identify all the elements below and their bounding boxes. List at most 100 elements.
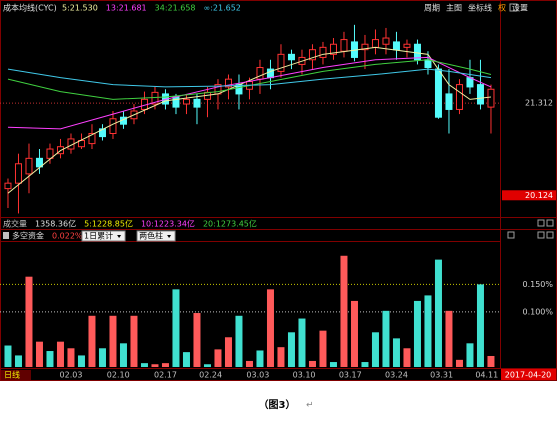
x-tick-label: 02.03 bbox=[60, 371, 83, 380]
candle-body bbox=[151, 91, 159, 105]
candle-body bbox=[256, 67, 264, 80]
volume-stat: 5:1228.85亿 bbox=[84, 219, 133, 229]
candle-body bbox=[172, 96, 180, 108]
x-tick-label: 03.17 bbox=[339, 371, 362, 380]
x-tick-label: 04.11 bbox=[475, 371, 498, 380]
bar bbox=[109, 315, 117, 367]
toolbar-item[interactable]: 坐标线 bbox=[468, 3, 492, 13]
dropdown-label: 两色柱 bbox=[139, 231, 163, 241]
icon bbox=[3, 232, 9, 239]
candle-body bbox=[340, 39, 348, 52]
bar bbox=[277, 347, 285, 367]
ma-line bbox=[7, 68, 492, 88]
bar bbox=[319, 330, 327, 367]
icon[interactable] bbox=[546, 219, 554, 227]
icon[interactable] bbox=[507, 231, 515, 239]
bar bbox=[371, 332, 379, 367]
candle-body bbox=[109, 118, 117, 135]
x-tick-label: 02.17 bbox=[154, 371, 177, 380]
candle-body bbox=[224, 78, 232, 88]
volume-title: 成交量 bbox=[3, 219, 27, 229]
bar bbox=[130, 315, 138, 367]
candle-body bbox=[424, 59, 432, 69]
candle-body bbox=[476, 84, 484, 105]
chart-title: 成本均线(CYC) bbox=[3, 3, 57, 13]
window-icons bbox=[507, 3, 554, 239]
candle-body bbox=[319, 46, 327, 58]
paragraph-mark: ↵ bbox=[306, 401, 314, 411]
bar bbox=[161, 363, 169, 367]
bar bbox=[455, 359, 463, 367]
bar bbox=[203, 364, 211, 367]
icon[interactable] bbox=[537, 219, 545, 227]
candle-body bbox=[308, 49, 316, 61]
toolbar-item[interactable]: 权 bbox=[498, 3, 506, 13]
bar bbox=[56, 341, 64, 367]
y-tick-label: 0.150% bbox=[522, 280, 553, 289]
dropdown[interactable] bbox=[81, 230, 126, 242]
bar bbox=[340, 255, 348, 367]
bar bbox=[235, 315, 243, 367]
candle-body bbox=[392, 41, 400, 51]
bar bbox=[14, 355, 22, 367]
dropdown[interactable] bbox=[136, 230, 176, 242]
bar bbox=[35, 341, 43, 367]
bar bbox=[4, 345, 12, 367]
candle-body bbox=[98, 128, 106, 138]
date-label: 2017-04-20 bbox=[505, 371, 552, 380]
bar bbox=[487, 355, 495, 367]
candle-body bbox=[46, 148, 54, 159]
date-box bbox=[501, 369, 556, 380]
toolbar-item[interactable]: 设置 bbox=[512, 3, 528, 13]
legend-entry: ∞:21.652 bbox=[204, 4, 241, 13]
bar bbox=[403, 348, 411, 367]
bar bbox=[193, 313, 201, 367]
bar bbox=[214, 349, 222, 367]
toolbar-item[interactable]: 周期 bbox=[424, 4, 440, 13]
candle-body bbox=[371, 39, 379, 48]
bar bbox=[119, 343, 127, 367]
bar bbox=[445, 310, 453, 367]
panel-value: 0.022% bbox=[52, 232, 83, 241]
y-tick-label: 21.312 bbox=[525, 99, 553, 108]
icon[interactable] bbox=[509, 3, 518, 12]
candle-body bbox=[182, 98, 190, 105]
toolbar-item[interactable]: 主图 bbox=[446, 3, 462, 13]
bar bbox=[434, 259, 442, 367]
bar bbox=[25, 276, 33, 367]
bar bbox=[245, 360, 253, 367]
y-tick-label: 20.124 bbox=[525, 191, 553, 200]
candle-body bbox=[25, 157, 33, 175]
volume-stat: 10:1223.34亿 bbox=[141, 219, 195, 229]
bar bbox=[361, 362, 369, 367]
candle-body bbox=[14, 163, 22, 184]
bar bbox=[476, 284, 484, 367]
panel-title: 多空资金 bbox=[12, 231, 44, 241]
bar bbox=[67, 348, 75, 367]
bar bbox=[98, 348, 106, 367]
x-tick-label: 02.10 bbox=[107, 371, 130, 380]
bar bbox=[77, 355, 85, 367]
period-box bbox=[1, 370, 31, 380]
x-tick-label: 03.24 bbox=[385, 371, 408, 380]
caption: （图3） bbox=[259, 398, 296, 411]
bar bbox=[151, 364, 159, 367]
candle-body bbox=[4, 182, 12, 190]
x-tick-label: 03.03 bbox=[246, 371, 269, 380]
bar bbox=[224, 337, 232, 367]
bar bbox=[308, 360, 316, 367]
icon[interactable] bbox=[546, 231, 554, 239]
candle-body bbox=[329, 43, 337, 55]
candle-body bbox=[277, 53, 285, 72]
dropdown-arrow bbox=[167, 235, 172, 238]
candle-body bbox=[287, 53, 295, 61]
frame bbox=[0, 0, 557, 381]
y-tick-label: 0.100% bbox=[522, 307, 553, 316]
candle-body bbox=[35, 157, 43, 168]
icon[interactable] bbox=[537, 231, 545, 239]
candle-body bbox=[487, 88, 495, 108]
candle-body bbox=[413, 43, 421, 61]
bar bbox=[46, 351, 54, 367]
candle-body bbox=[455, 84, 463, 110]
